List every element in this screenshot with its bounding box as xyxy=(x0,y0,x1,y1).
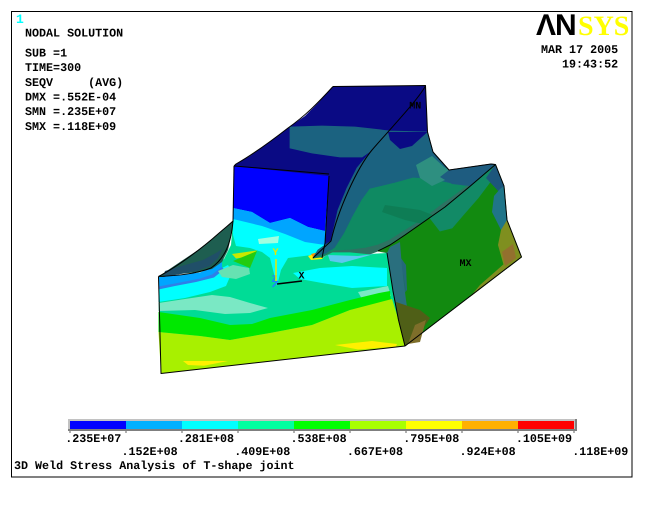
svg-text:.152E+08: .152E+08 xyxy=(122,445,178,459)
svg-text:Z: Z xyxy=(272,275,278,286)
svg-text:.281E+08: .281E+08 xyxy=(178,432,234,446)
svg-text:ΛN: ΛN xyxy=(536,9,576,42)
svg-text:X: X xyxy=(299,272,305,283)
svg-text:MAR 17 2005: MAR 17 2005 xyxy=(541,43,618,57)
svg-text:SMN =.235E+07: SMN =.235E+07 xyxy=(25,105,116,119)
svg-text:Y: Y xyxy=(273,248,279,259)
svg-text:NODAL SOLUTION: NODAL SOLUTION xyxy=(25,27,123,41)
svg-text:.924E+08: .924E+08 xyxy=(460,445,516,459)
svg-text:.538E+08: .538E+08 xyxy=(291,432,347,446)
svg-text:.235E+07: .235E+07 xyxy=(65,432,121,446)
svg-text:SEQV (AVG): SEQV (AVG) xyxy=(25,76,123,90)
svg-text:SUB =1: SUB =1 xyxy=(25,46,67,60)
svg-text:.409E+08: .409E+08 xyxy=(234,445,290,459)
svg-text:SMX =.118E+09: SMX =.118E+09 xyxy=(25,120,116,134)
svg-text:19:43:52: 19:43:52 xyxy=(562,58,618,72)
svg-text:.795E+08: .795E+08 xyxy=(403,432,459,446)
svg-text:MN: MN xyxy=(409,102,421,113)
svg-text:1: 1 xyxy=(16,12,24,27)
svg-text:.118E+09: .118E+09 xyxy=(572,445,628,459)
svg-text:.667E+08: .667E+08 xyxy=(347,445,403,459)
svg-text:3D Weld Stress Analysis of T-s: 3D Weld Stress Analysis of T-shape joint xyxy=(14,459,295,473)
svg-text:SYS: SYS xyxy=(578,11,629,42)
svg-text:.105E+09: .105E+09 xyxy=(516,432,572,446)
svg-text:TIME=300: TIME=300 xyxy=(25,61,81,75)
svg-text:MX: MX xyxy=(460,259,472,270)
svg-text:DMX =.552E-04: DMX =.552E-04 xyxy=(25,91,116,105)
